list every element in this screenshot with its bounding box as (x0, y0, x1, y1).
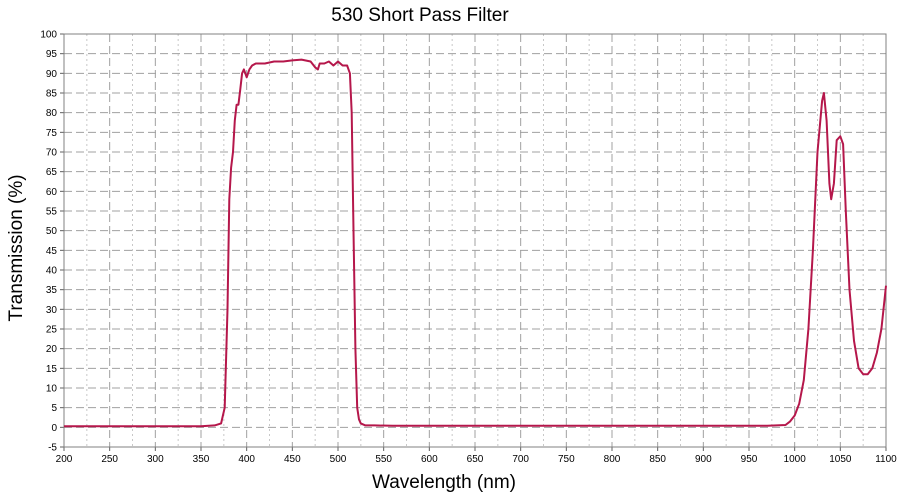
y-tick-label: 90 (46, 69, 58, 80)
y-tick-label: 10 (46, 384, 58, 395)
x-tick-label: 350 (193, 454, 210, 465)
y-tick-label: 100 (40, 30, 57, 41)
x-tick-label: 550 (375, 454, 392, 465)
y-tick-label: 0 (51, 423, 57, 434)
x-tick-label: 400 (238, 454, 255, 465)
y-tick-label: 65 (46, 167, 58, 178)
y-tick-label: 35 (46, 285, 58, 296)
x-tick-labels: 200 250 300 350 400 450 500 550 600 650 700 750 800 8… (56, 454, 898, 465)
y-tick-label: 80 (46, 108, 58, 119)
y-tick-label: 20 (46, 344, 58, 355)
plot-frame (63, 33, 887, 448)
x-tick-label: 700 (512, 454, 529, 465)
y-axis-title: Transmission (%) (6, 174, 27, 321)
y-tick-label: 95 (46, 49, 58, 60)
x-tick-label: 750 (558, 454, 575, 465)
x-tick-label: 800 (604, 454, 621, 465)
x-tick-label: 500 (330, 454, 347, 465)
x-tick-label: 250 (101, 454, 118, 465)
y-tick-label: 45 (46, 246, 58, 257)
y-tick-label: 85 (46, 89, 58, 100)
y-tick-label: 50 (46, 226, 58, 237)
x-tick-label: 600 (421, 454, 438, 465)
y-tick-label: 70 (46, 148, 58, 159)
gridlines (60, 33, 887, 451)
chart-title: 530 Short Pass Filter (331, 5, 509, 26)
x-tick-label: 650 (467, 454, 484, 465)
y-tick-label: 60 (46, 187, 58, 198)
x-tick-label: 450 (284, 454, 301, 465)
y-tick-label: 30 (46, 305, 58, 316)
y-tick-label: 55 (46, 207, 58, 218)
y-tick-label: 15 (46, 364, 58, 375)
y-tick-label: 40 (46, 266, 58, 277)
x-tick-label: 200 (56, 454, 73, 465)
y-tick-labels: -5 0 5 10 15 20 25 30 35 40 45 50 55 60 65 70 75 80 85 90 95… (40, 30, 57, 454)
x-tick-label: 950 (741, 454, 758, 465)
x-tick-label: 1100 (875, 454, 897, 465)
x-tick-label: 850 (649, 454, 666, 465)
y-tick-label: 25 (46, 325, 58, 336)
x-tick-label: 300 (147, 454, 164, 465)
y-tick-label: 5 (51, 403, 57, 414)
y-tick-label: 75 (46, 128, 58, 139)
y-tick-label: -5 (48, 443, 57, 454)
x-axis-title: Wavelength (nm) (372, 472, 516, 493)
x-tick-label: 900 (695, 454, 712, 465)
x-tick-label: 1000 (784, 454, 807, 465)
x-tick-label: 1050 (829, 454, 852, 465)
transmission-series-line (64, 58, 887, 428)
